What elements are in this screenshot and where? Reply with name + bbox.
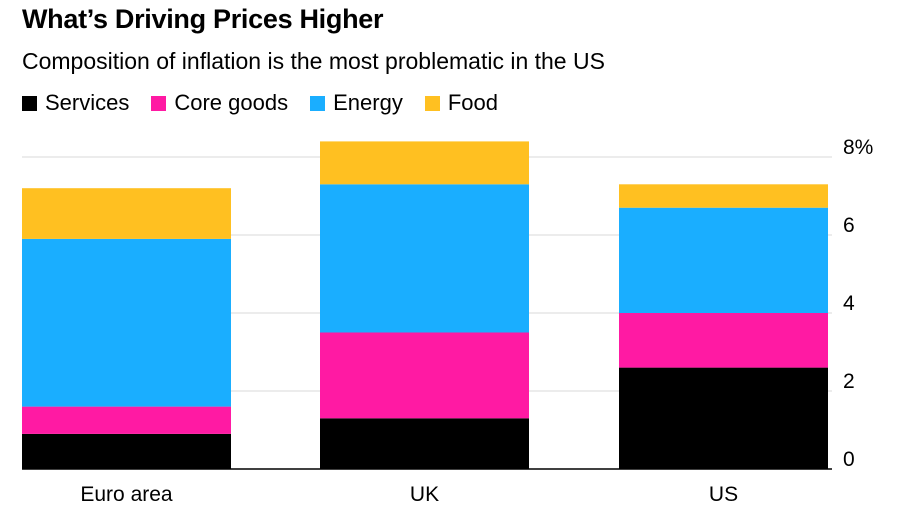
chart-title: What’s Driving Prices Higher — [22, 4, 384, 34]
y-tick-label-0: 0 — [843, 448, 855, 471]
bar-euro-area-core-goods — [22, 406, 231, 434]
bar-us-energy — [619, 207, 828, 313]
bar-euro-area-food — [22, 188, 231, 239]
legend-swatch-energy — [310, 95, 326, 111]
legend: Services Core goods Energy Food — [22, 90, 520, 116]
legend-swatch-services — [22, 95, 37, 111]
bar-euro-area-energy — [22, 238, 231, 407]
bar-us-core-goods — [619, 313, 828, 368]
bar-us-services — [619, 367, 828, 469]
legend-item-energy: Energy — [310, 90, 403, 116]
legend-item-services: Services — [22, 90, 129, 116]
legend-item-core-goods: Core goods — [151, 90, 288, 116]
y-tick-label-4: 4 — [843, 292, 855, 315]
legend-label-food: Food — [447, 90, 498, 115]
bar-uk-food — [320, 141, 529, 185]
legend-swatch-food — [424, 95, 440, 111]
x-tick-label-euro-area: Euro area — [80, 483, 173, 506]
bar-euro-area-services — [22, 433, 231, 469]
legend-label-core-goods: Core goods — [174, 90, 289, 115]
legend-label-energy: Energy — [333, 90, 403, 115]
y-tick-label-2: 2 — [843, 370, 855, 393]
legend-item-food: Food — [424, 90, 498, 116]
legend-swatch-core-goods — [151, 95, 167, 111]
bar-uk-core-goods — [320, 332, 529, 419]
y-tick-label-6: 6 — [843, 214, 855, 237]
y-tick-label-8: 8% — [843, 136, 873, 159]
bar-uk-energy — [320, 184, 529, 333]
legend-label-services: Services — [45, 90, 130, 115]
bar-uk-services — [320, 418, 529, 469]
chart-subtitle: Composition of inflation is the most pro… — [22, 48, 605, 74]
x-tick-label-us: US — [709, 483, 738, 506]
bar-us-food — [619, 184, 828, 208]
x-tick-label-uk: UK — [410, 483, 439, 506]
